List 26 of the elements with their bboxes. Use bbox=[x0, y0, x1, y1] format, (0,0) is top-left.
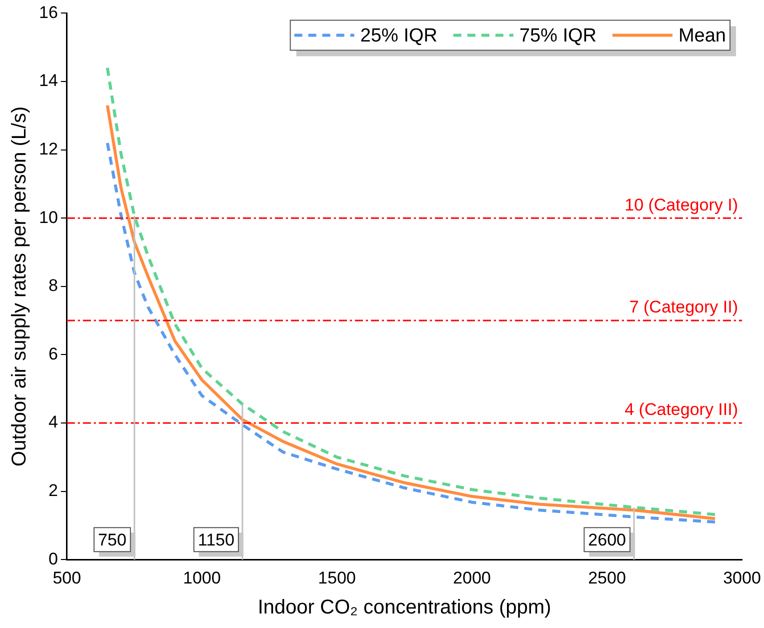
ref-line-label: 1150 bbox=[198, 530, 234, 550]
x-tick-label: 3000 bbox=[723, 568, 761, 588]
ref-line-label: 750 bbox=[98, 530, 126, 550]
ref-line-label: 7 (Category II) bbox=[629, 298, 738, 317]
ref-line-label: 2600 bbox=[588, 530, 626, 550]
y-tick-label: 16 bbox=[38, 2, 58, 22]
legend-label: Mean bbox=[678, 25, 726, 46]
x-axis-title: Indoor CO₂ concentrations (ppm) bbox=[258, 596, 552, 619]
x-tick-label: 1000 bbox=[183, 568, 221, 588]
x-tick-label: 1500 bbox=[318, 568, 356, 588]
y-tick-label: 14 bbox=[38, 71, 58, 90]
y-tick-label: 2 bbox=[48, 480, 58, 500]
x-tick-label: 500 bbox=[52, 568, 82, 588]
legend-label: 75% IQR bbox=[519, 25, 596, 46]
ref-line-label: 10 (Category I) bbox=[624, 195, 738, 214]
ref-line-label: 4 (Category III) bbox=[624, 400, 738, 420]
y-tick-label: 12 bbox=[38, 139, 58, 158]
y-tick-label: 10 bbox=[38, 208, 58, 227]
y-tick-label: 6 bbox=[48, 344, 58, 364]
y-axis-title: Outdoor air supply rates per person (L/s) bbox=[8, 106, 31, 466]
legend-label: 25% IQR bbox=[360, 25, 438, 46]
x-tick-label: 2000 bbox=[453, 568, 491, 588]
y-tick-label: 4 bbox=[48, 412, 58, 432]
y-tick-label: 0 bbox=[48, 549, 58, 568]
x-tick-label: 2500 bbox=[588, 568, 626, 588]
y-tick-label: 8 bbox=[48, 276, 58, 296]
